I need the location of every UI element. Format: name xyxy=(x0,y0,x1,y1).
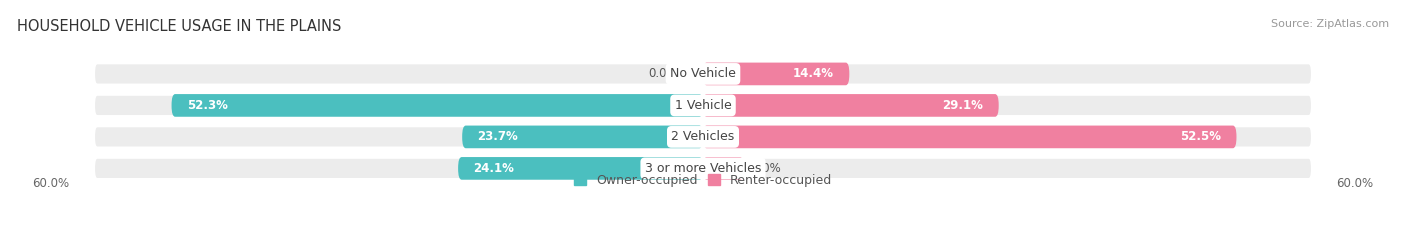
Text: Source: ZipAtlas.com: Source: ZipAtlas.com xyxy=(1271,19,1389,29)
Text: 52.3%: 52.3% xyxy=(187,99,228,112)
Text: 14.4%: 14.4% xyxy=(793,67,834,80)
FancyBboxPatch shape xyxy=(93,63,1313,85)
FancyBboxPatch shape xyxy=(458,157,703,180)
Text: No Vehicle: No Vehicle xyxy=(671,67,735,80)
FancyBboxPatch shape xyxy=(172,94,703,117)
Text: 2 Vehicles: 2 Vehicles xyxy=(672,130,734,143)
Text: 1 Vehicle: 1 Vehicle xyxy=(675,99,731,112)
FancyBboxPatch shape xyxy=(93,94,1313,117)
FancyBboxPatch shape xyxy=(703,157,744,180)
FancyBboxPatch shape xyxy=(93,126,1313,148)
Text: 60.0%: 60.0% xyxy=(1337,178,1374,190)
Text: 0.0%: 0.0% xyxy=(648,67,678,80)
FancyBboxPatch shape xyxy=(703,94,998,117)
Text: 52.5%: 52.5% xyxy=(1180,130,1222,143)
Text: 60.0%: 60.0% xyxy=(32,178,69,190)
Text: 23.7%: 23.7% xyxy=(478,130,519,143)
FancyBboxPatch shape xyxy=(463,126,703,148)
FancyBboxPatch shape xyxy=(93,157,1313,180)
Text: HOUSEHOLD VEHICLE USAGE IN THE PLAINS: HOUSEHOLD VEHICLE USAGE IN THE PLAINS xyxy=(17,19,342,34)
Text: 3 or more Vehicles: 3 or more Vehicles xyxy=(645,162,761,175)
Text: 29.1%: 29.1% xyxy=(942,99,983,112)
Text: 4.0%: 4.0% xyxy=(752,162,782,175)
Text: 24.1%: 24.1% xyxy=(474,162,515,175)
FancyBboxPatch shape xyxy=(703,126,1236,148)
Legend: Owner-occupied, Renter-occupied: Owner-occupied, Renter-occupied xyxy=(568,169,838,192)
FancyBboxPatch shape xyxy=(703,63,849,85)
